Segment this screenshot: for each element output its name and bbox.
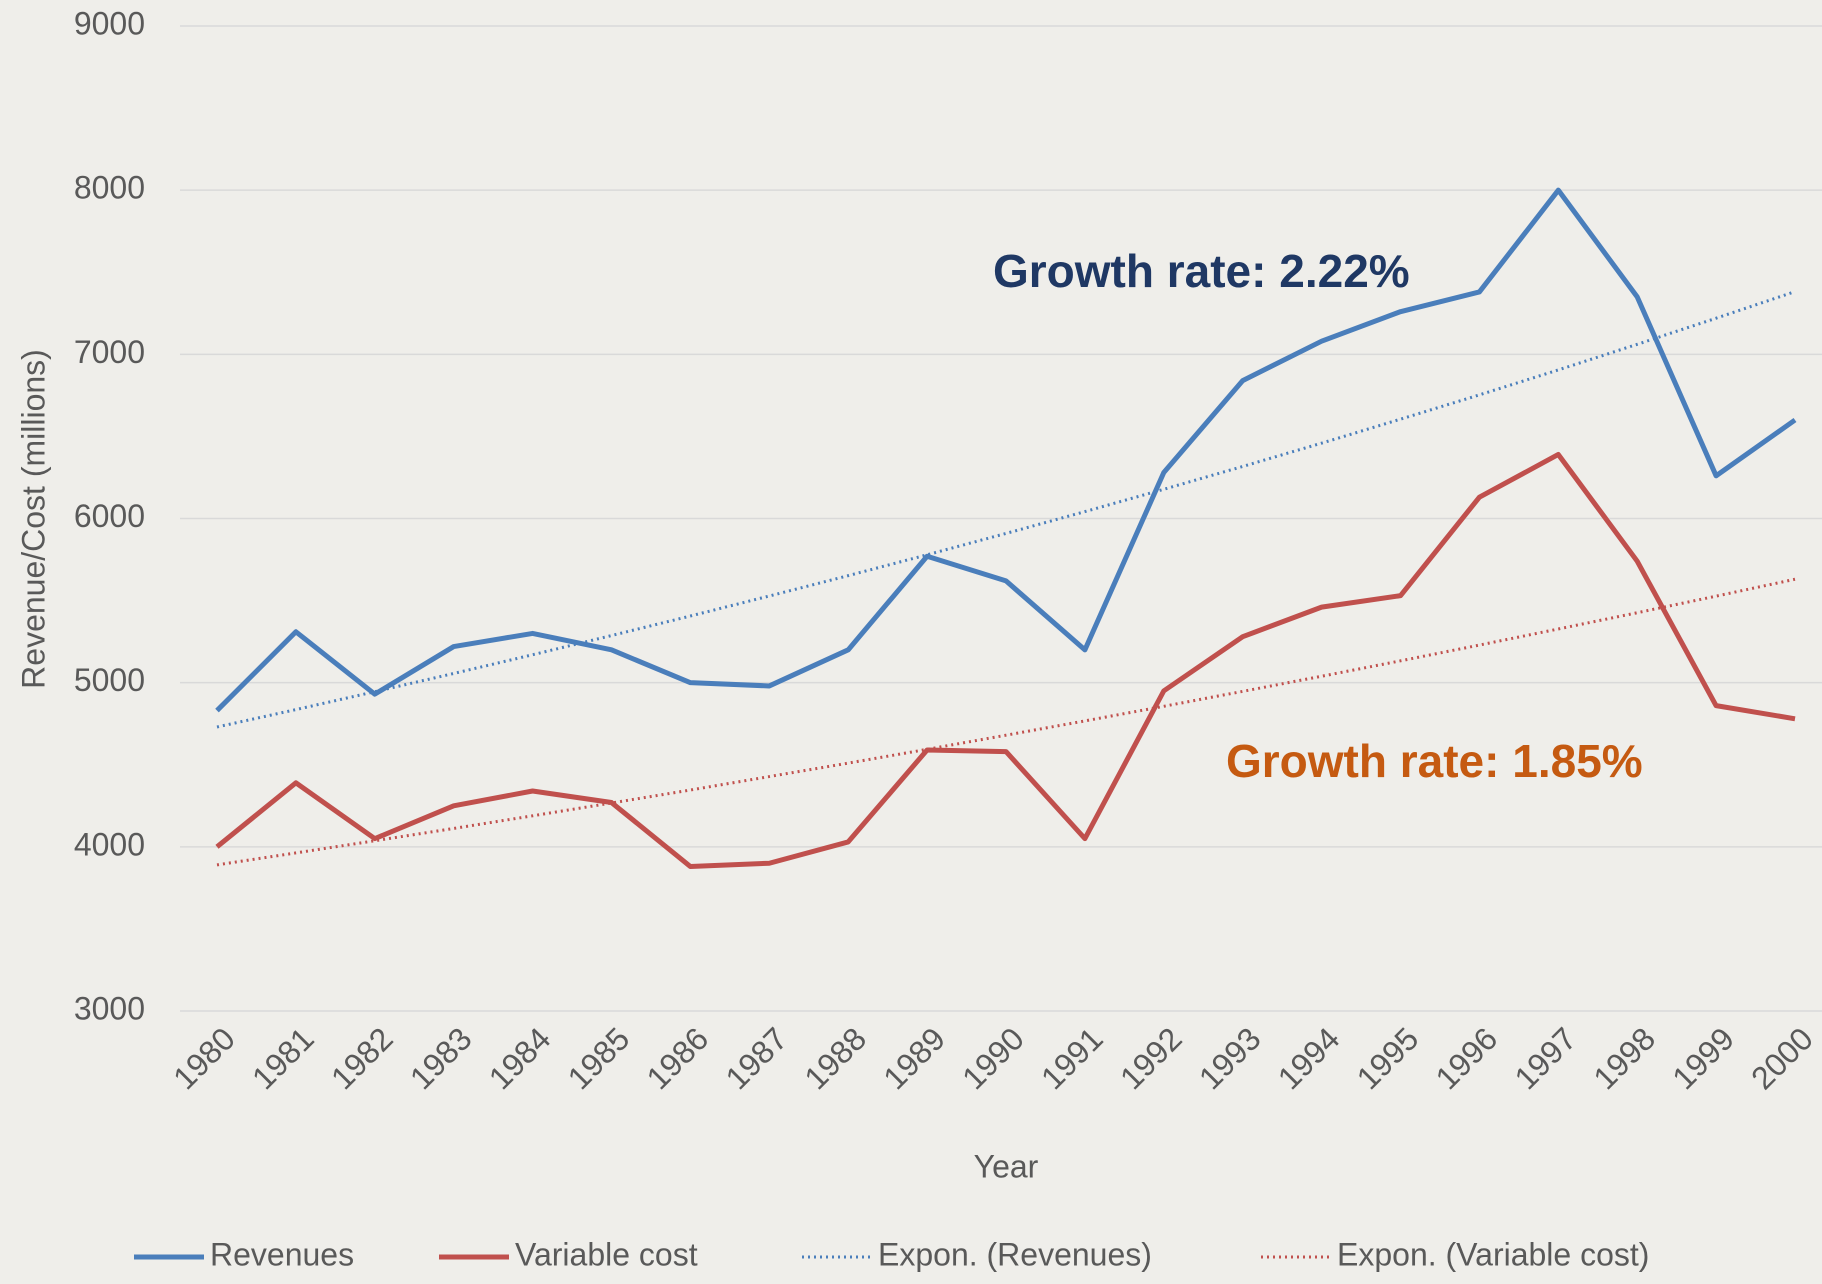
series-line: [216, 577, 1796, 867]
legend-label: Variable cost: [515, 1236, 698, 1272]
y-tick-label: 4000: [74, 826, 145, 862]
y-tick-label: 3000: [74, 990, 145, 1026]
annotation: Growth rate: 2.22%: [993, 245, 1410, 297]
series-line: [215, 187, 1797, 713]
y-tick-label: 9000: [74, 5, 145, 41]
legend-label: Expon. (Variable cost): [1337, 1236, 1649, 1272]
y-tick-label: 5000: [74, 662, 145, 698]
annotation: Growth rate: 1.85%: [1226, 735, 1643, 787]
y-tick-label: 8000: [74, 170, 145, 206]
legend-label: Expon. (Revenues): [878, 1236, 1152, 1272]
y-tick-label: 6000: [74, 498, 145, 534]
legend-label: Revenues: [210, 1236, 354, 1272]
y-tick-label: 7000: [74, 334, 145, 370]
x-axis-title: Year: [974, 1148, 1039, 1184]
series-line: [215, 451, 1796, 870]
y-axis-title: Revenue/Cost (millions): [15, 349, 51, 689]
